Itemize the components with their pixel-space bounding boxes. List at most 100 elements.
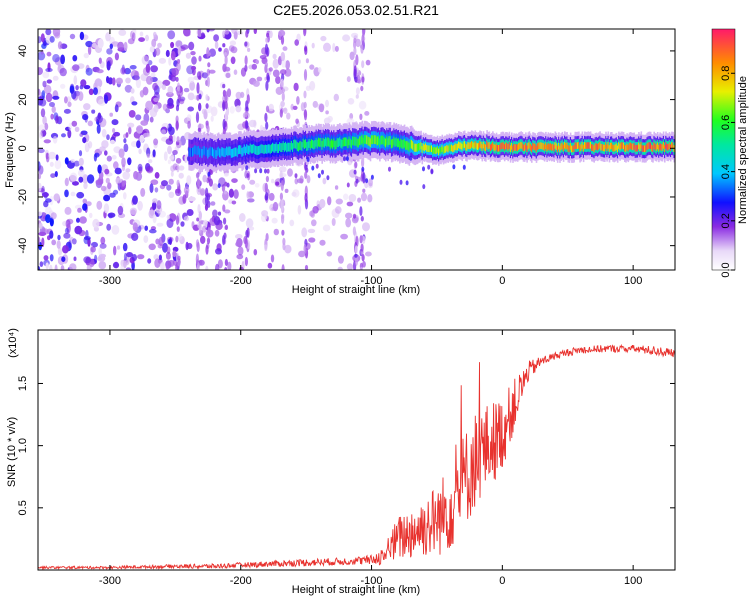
heatmap-ridge-cell xyxy=(299,141,301,151)
heatmap-ridge-cell xyxy=(277,144,280,153)
heatmap-cell xyxy=(264,168,267,174)
heatmap-cell xyxy=(430,169,434,175)
heatmap-ridge-cell xyxy=(488,142,491,149)
heatmap-cell xyxy=(79,31,85,41)
heatmap-ridge-cell xyxy=(481,144,484,151)
heatmap-cell xyxy=(237,246,244,256)
heatmap-cell xyxy=(145,63,151,73)
heatmap-cell xyxy=(279,166,287,173)
heatmap-ridge-cell xyxy=(315,137,318,147)
heatmap-cell xyxy=(54,159,62,170)
heatmap-streak-cell xyxy=(352,226,356,236)
heatmap-ridge-cell xyxy=(414,143,416,152)
heatmap-cell xyxy=(85,229,89,240)
heatmap-cell xyxy=(77,169,85,177)
heatmap-cell xyxy=(152,149,156,158)
heatmap-cell xyxy=(346,182,350,188)
heatmap-cell xyxy=(109,112,113,117)
heatmap-ridge-cell xyxy=(611,142,613,150)
heatmap-ridge-cell xyxy=(642,145,645,152)
heatmap-streak-cell xyxy=(265,175,269,183)
heatmap-cell xyxy=(46,51,52,57)
heatmap-ridge-cell xyxy=(188,147,190,157)
heatmap-cell xyxy=(327,196,332,206)
heatmap-cell xyxy=(358,100,367,110)
heatmap-ridge-cell xyxy=(555,143,558,150)
heatmap-ridge-cell xyxy=(439,146,441,154)
heatmap-ridge-cell xyxy=(571,145,573,153)
heatmap-ridge-cell xyxy=(340,138,342,148)
heatmap-cell xyxy=(83,256,92,264)
heatmap-cell xyxy=(54,264,58,270)
heatmap-cell xyxy=(289,219,295,227)
heatmap-ridge-cell xyxy=(204,148,207,157)
heatmap-ridge-cell xyxy=(529,144,532,151)
heatmap-cell xyxy=(68,122,72,131)
heatmap-cell xyxy=(365,251,372,257)
heatmap-cell xyxy=(111,41,120,47)
heatmap-cell xyxy=(127,122,135,128)
heatmap-ridge-cell xyxy=(233,148,235,157)
heatmap-ridge-cell xyxy=(473,142,475,150)
heatmap-cell xyxy=(114,52,119,61)
heatmap-streak-cell xyxy=(264,244,268,252)
heatmap-ridge-cell xyxy=(514,144,517,151)
heatmap-ridge-cell xyxy=(266,145,268,154)
heatmap-cell xyxy=(340,233,348,240)
heatmap-ridge-cell xyxy=(206,147,208,156)
heatmap-ridge-cell xyxy=(547,142,550,150)
spectrogram-frame xyxy=(37,28,676,271)
heatmap-ridge-cell xyxy=(327,137,329,147)
heatmap-cell xyxy=(322,177,327,185)
heatmap-cell xyxy=(294,178,299,185)
heatmap-cell xyxy=(163,151,168,161)
heatmap-cell xyxy=(139,31,144,37)
heatmap-cell xyxy=(76,191,85,199)
heatmap-ridge-cell xyxy=(508,142,511,149)
heatmap-streak-cell xyxy=(224,55,228,66)
heatmap-cell xyxy=(353,169,357,175)
heatmap-cell xyxy=(98,261,107,270)
heatmap-ridge-cell xyxy=(660,144,663,151)
heatmap-cell xyxy=(215,248,222,255)
heatmap-streak-cell xyxy=(362,235,366,245)
spectrogram-x-ticks: -300 -200 -100 0 100 xyxy=(99,29,642,287)
heatmap-cell xyxy=(170,171,174,177)
heatmap-streak-cell xyxy=(362,172,366,184)
heatmap-cell xyxy=(167,239,172,245)
heatmap-ridge-cell xyxy=(217,146,220,156)
heatmap-ridge-cell xyxy=(584,142,586,149)
heatmap-cell xyxy=(162,103,168,112)
heatmap-cell xyxy=(73,160,80,167)
heatmap-streak-cell xyxy=(361,76,365,83)
heatmap-cell xyxy=(233,189,239,199)
heatmap-cell xyxy=(283,107,288,114)
heatmap-cell xyxy=(187,92,195,101)
heatmap-cell xyxy=(171,67,179,76)
heatmap-ridge-cell xyxy=(330,138,333,148)
heatmap-cell xyxy=(161,180,168,187)
heatmap-ridge-cell xyxy=(235,147,238,157)
heatmap-ridge-cell xyxy=(234,147,236,157)
heatmap-ridge-cell xyxy=(282,141,285,150)
heatmap-cell xyxy=(145,166,153,172)
colorbar-gradient xyxy=(711,28,736,271)
heatmap-cell xyxy=(67,129,72,139)
heatmap-cell xyxy=(154,47,161,56)
heatmap-cell xyxy=(82,198,88,204)
heatmap-ridge-cell xyxy=(645,145,647,152)
heatmap-cell xyxy=(299,175,304,184)
heatmap-cell xyxy=(40,108,46,118)
heatmap-ridge-cell xyxy=(662,142,665,149)
heatmap-cell xyxy=(154,187,159,193)
heatmap-cell xyxy=(268,192,275,201)
heatmap-ridge-cell xyxy=(596,143,599,151)
heatmap-streak-cell xyxy=(281,229,285,236)
heatmap-cell xyxy=(245,218,254,229)
heatmap-ridge-cell xyxy=(254,145,256,154)
heatmap-streak-cell xyxy=(223,217,227,225)
heatmap-ridge-cell xyxy=(521,142,524,150)
heatmap-cell xyxy=(268,67,273,72)
heatmap-streak-cell xyxy=(303,109,307,118)
heatmap-ridge-cell xyxy=(661,144,664,151)
